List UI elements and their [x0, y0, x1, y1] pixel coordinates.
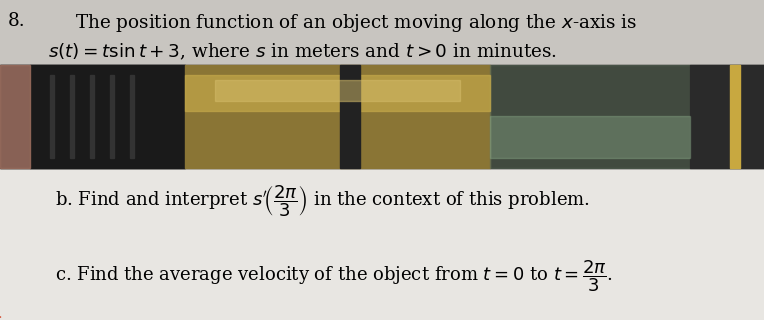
Bar: [70, 75, 74, 158]
Bar: [215, 80, 460, 101]
Bar: [340, 65, 360, 168]
Text: $s(t) = t\sin t + 3$, where $s$ in meters and $t > 0$ in minutes.: $s(t) = t\sin t + 3$, where $s$ in meter…: [48, 42, 557, 62]
Bar: [0, 65, 30, 168]
Bar: [730, 65, 740, 168]
Bar: [0, 65, 764, 168]
Text: The position function of an object moving along the $x$-axis is: The position function of an object movin…: [75, 12, 637, 34]
Bar: [30, 65, 185, 168]
Text: b. Find and interpret $s'\!\left(\dfrac{2\pi}{3}\right)$ in the context of this : b. Find and interpret $s'\!\left(\dfrac{…: [55, 183, 590, 219]
Bar: [490, 116, 690, 158]
Bar: [0, 0, 764, 168]
Bar: [90, 75, 94, 158]
Bar: [185, 75, 490, 111]
Text: 8.: 8.: [8, 12, 26, 30]
Bar: [490, 65, 690, 168]
Bar: [130, 75, 134, 158]
Bar: [185, 65, 490, 168]
Bar: [110, 75, 114, 158]
Text: c. Find the average velocity of the object from $t = 0$ to $t = \dfrac{2\pi}{3}$: c. Find the average velocity of the obje…: [55, 258, 613, 294]
Bar: [0, 65, 185, 168]
Bar: [50, 75, 54, 158]
Bar: [690, 65, 764, 168]
